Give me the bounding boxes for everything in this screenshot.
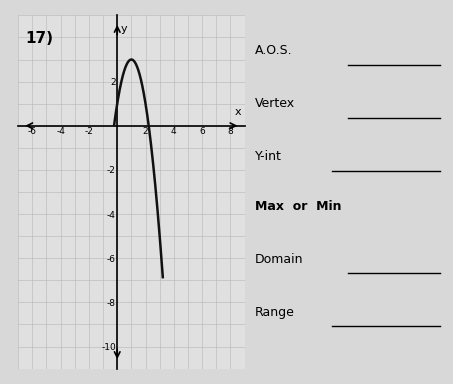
- Text: Domain: Domain: [255, 253, 303, 266]
- Text: Max  or  Min: Max or Min: [255, 200, 341, 213]
- Text: Y-int: Y-int: [255, 150, 281, 163]
- Text: Range: Range: [255, 306, 294, 319]
- Text: 17): 17): [25, 31, 53, 46]
- Text: y: y: [121, 24, 127, 34]
- Text: Vertex: Vertex: [255, 97, 295, 110]
- Text: A.O.S.: A.O.S.: [255, 44, 292, 57]
- Text: x: x: [234, 107, 241, 117]
